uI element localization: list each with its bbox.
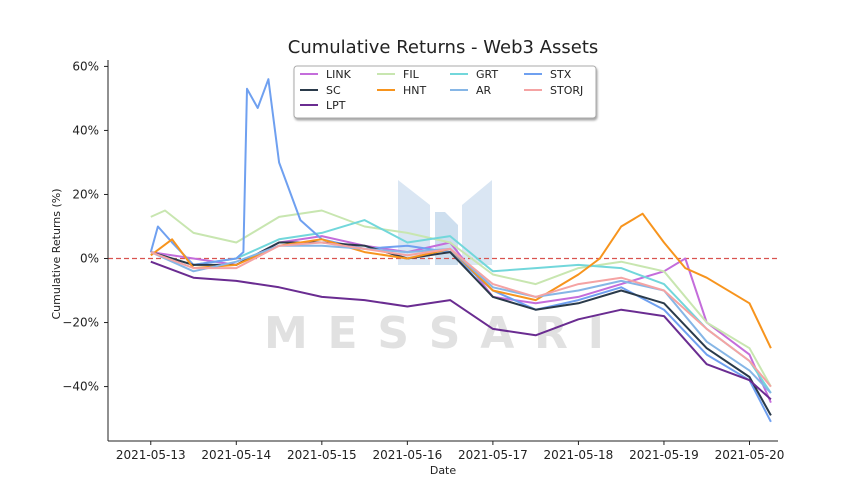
plot-area bbox=[108, 78, 778, 423]
legend-label-fil: FIL bbox=[403, 68, 420, 81]
x-tick-label: 2021-05-13 bbox=[116, 448, 186, 462]
y-tick-labels: 60% 40% 20% 0% −20% −40% bbox=[62, 59, 108, 394]
x-axis-label: Date bbox=[430, 464, 457, 477]
legend-label-lpt: LPT bbox=[326, 99, 346, 112]
x-tick-label: 2021-05-18 bbox=[544, 448, 614, 462]
x-tick-label: 2021-05-15 bbox=[287, 448, 357, 462]
y-tick-label: 60% bbox=[72, 59, 99, 73]
y-tick-label: −40% bbox=[62, 380, 99, 394]
legend-label-grt: GRT bbox=[476, 68, 498, 81]
watermark-text: M E S S A R I bbox=[264, 308, 604, 359]
x-tick-label: 2021-05-17 bbox=[458, 448, 528, 462]
legend-label-hnt: HNT bbox=[403, 84, 427, 97]
legend-box bbox=[293, 65, 597, 119]
legend-label-link: LINK bbox=[326, 68, 352, 81]
series-line-lpt bbox=[150, 260, 772, 401]
legend: LINK FIL GRT STX SC HNT AR STORJ LPT bbox=[293, 65, 597, 119]
y-axis-label: Cumulative Returns (%) bbox=[50, 188, 63, 319]
axes bbox=[107, 60, 778, 442]
messari-watermark: M E S S A R I bbox=[264, 180, 604, 359]
legend-label-ar: AR bbox=[476, 84, 492, 97]
y-tick-label: 20% bbox=[72, 187, 99, 201]
y-tick-label: 0% bbox=[80, 252, 99, 266]
series-line-hnt bbox=[150, 212, 772, 349]
y-tick-label: −20% bbox=[62, 316, 99, 330]
x-tick-labels: 2021-05-13 2021-05-14 2021-05-15 2021-05-16… bbox=[116, 441, 784, 462]
x-tick-label: 2021-05-19 bbox=[629, 448, 699, 462]
legend-label-sc: SC bbox=[326, 84, 341, 97]
x-tick-label: 2021-05-16 bbox=[372, 448, 442, 462]
legend-label-storj: STORJ bbox=[550, 84, 583, 97]
x-tick-label: 2021-05-20 bbox=[715, 448, 785, 462]
chart-title: Cumulative Returns - Web3 Assets bbox=[288, 37, 599, 58]
series-line-storj bbox=[150, 241, 772, 388]
x-tick-label: 2021-05-14 bbox=[201, 448, 271, 462]
watermark-logo-left bbox=[398, 180, 430, 265]
legend-label-stx: STX bbox=[550, 68, 572, 81]
watermark-logo-right bbox=[462, 180, 492, 265]
series-line-ar bbox=[150, 244, 772, 394]
series-line-sc bbox=[150, 241, 772, 416]
series-line-fil bbox=[150, 209, 772, 388]
y-tick-label: 40% bbox=[72, 123, 99, 137]
series-line-grt bbox=[150, 219, 772, 394]
